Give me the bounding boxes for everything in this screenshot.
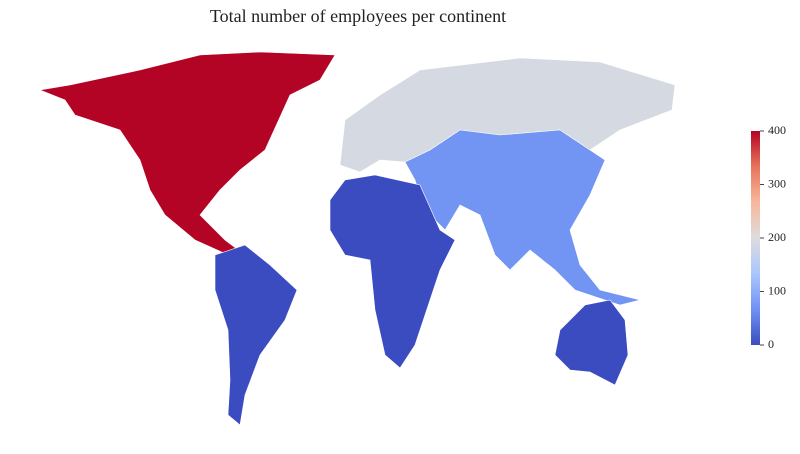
colorbar-tick-label: 200: [768, 230, 786, 244]
region: [339, 57, 676, 173]
region: [554, 299, 629, 386]
map: [38, 51, 676, 426]
colorbar-tick-label: 400: [768, 123, 786, 137]
region: [404, 129, 641, 306]
colorbar-tick-label: 0: [768, 337, 774, 351]
colorbar: [751, 131, 760, 345]
chart-title: Total number of employees per continent: [210, 6, 506, 26]
region: [214, 244, 298, 426]
region: [38, 51, 336, 259]
colorbar-tick-label: 300: [768, 176, 786, 190]
colorbar-tick-label: 100: [768, 283, 786, 297]
region: [329, 174, 456, 369]
